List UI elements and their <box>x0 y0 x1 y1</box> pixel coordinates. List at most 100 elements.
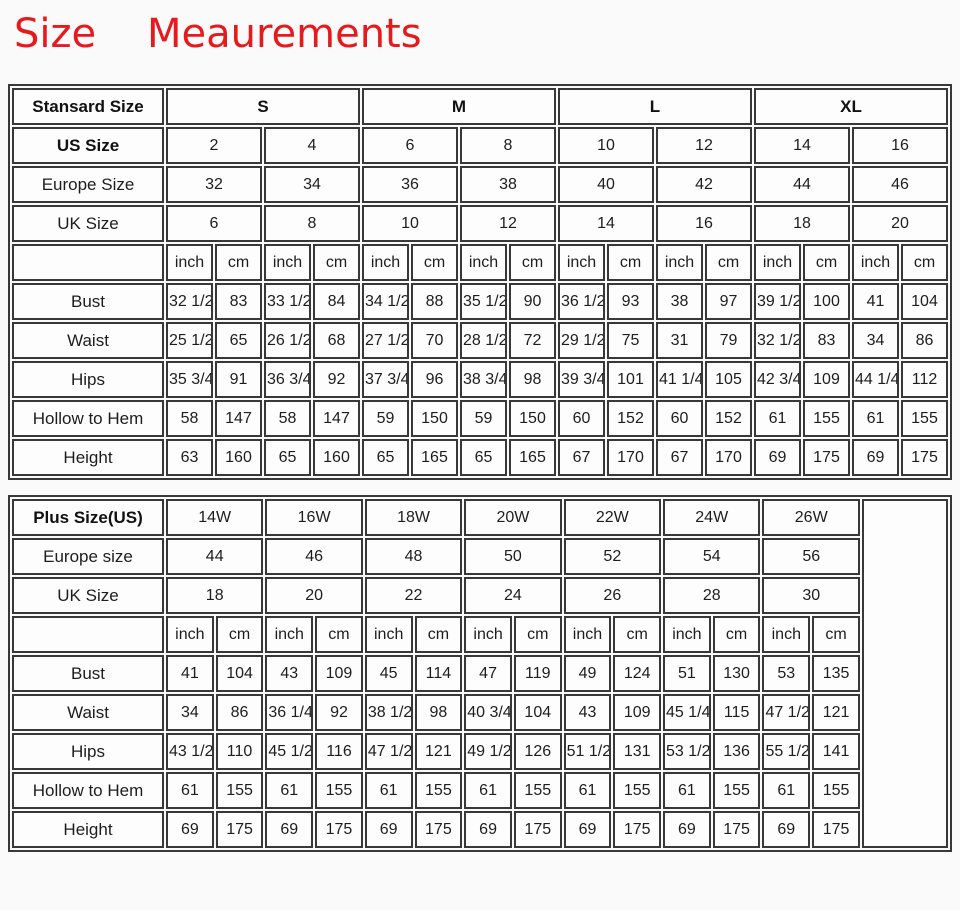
row-label: Hips <box>12 361 164 398</box>
cell: 150 <box>509 400 556 437</box>
cell: 92 <box>315 694 363 731</box>
cell: 59 <box>460 400 507 437</box>
cell: 155 <box>712 772 761 809</box>
cell: 18 <box>754 205 850 242</box>
cell: 93 <box>607 283 654 320</box>
row-label <box>12 244 164 281</box>
cell: 96 <box>411 361 458 398</box>
cell: 155 <box>513 772 562 809</box>
cell: 33 1/2 <box>264 283 311 320</box>
cell: 47 1/2 <box>762 694 811 731</box>
cell: 61 <box>852 400 899 437</box>
cell: 10 <box>558 127 654 164</box>
cell: 101 <box>607 361 654 398</box>
cell: 44 <box>166 538 264 575</box>
cell: 61 <box>464 772 512 809</box>
row-label: Waist <box>12 322 164 359</box>
cell: 105 <box>705 361 752 398</box>
cell: 42 <box>656 166 752 203</box>
cell: 44 1/4 <box>852 361 899 398</box>
cell: 46 <box>265 538 363 575</box>
table-row: Hollow to Hem 58 147 58 147 59 150 59 150 60 152 60… <box>12 400 948 437</box>
cell: 25 1/2 <box>166 322 213 359</box>
cell: 175 <box>712 811 761 848</box>
row-label: Hollow to Hem <box>12 772 164 809</box>
cell: 38 <box>656 283 703 320</box>
size-charts: Stansard Size S M L XL US Size 2 4 6 8 10 12 14 16 Eur… <box>8 84 960 852</box>
cell: 65 <box>264 439 311 476</box>
cell: 79 <box>705 322 752 359</box>
cell: 69 <box>852 439 899 476</box>
cell: 35 3/4 <box>166 361 213 398</box>
cell: 10 <box>362 205 458 242</box>
cell: 175 <box>613 811 662 848</box>
table-row: UK Size 18 20 22 24 26 28 30 <box>12 577 948 614</box>
cell: 175 <box>414 811 463 848</box>
cell: 29 1/2 <box>558 322 605 359</box>
cell: L <box>558 88 752 125</box>
cell: 61 <box>563 772 612 809</box>
cell: 16W <box>265 499 363 536</box>
cell: 68 <box>313 322 360 359</box>
cell: inch <box>464 616 512 653</box>
cell: 43 1/2 <box>166 733 214 770</box>
cell: 16 <box>656 205 752 242</box>
row-label: Hips <box>12 733 164 770</box>
page-title: Size Meaurements <box>14 11 422 57</box>
cell: 114 <box>414 655 463 692</box>
cell: 170 <box>705 439 752 476</box>
cell: 36 <box>362 166 458 203</box>
cell: 135 <box>812 655 860 692</box>
cell: cm <box>215 616 264 653</box>
cell: 112 <box>901 361 948 398</box>
cell: 18 <box>166 577 264 614</box>
cell: 147 <box>215 400 262 437</box>
cell: 109 <box>613 694 662 731</box>
cell: 60 <box>656 400 703 437</box>
cell: 160 <box>215 439 262 476</box>
cell: 52 <box>563 538 662 575</box>
cell: 155 <box>901 400 948 437</box>
cell: 37 3/4 <box>362 361 409 398</box>
cell: inch <box>558 244 605 281</box>
cell: 14 <box>558 205 654 242</box>
cell: 69 <box>563 811 612 848</box>
cell: 18W <box>364 499 463 536</box>
cell: M <box>362 88 556 125</box>
cell: 155 <box>613 772 662 809</box>
cell: 160 <box>313 439 360 476</box>
cell: 155 <box>315 772 363 809</box>
cell: 63 <box>166 439 213 476</box>
cell: 40 3/4 <box>464 694 512 731</box>
plus-size-table: Plus Size(US) 14W 16W 18W 20W 22W 24W 26W Europe… <box>8 495 952 852</box>
cell: 12 <box>656 127 752 164</box>
cell: cm <box>613 616 662 653</box>
cell: 34 <box>852 322 899 359</box>
cell: 65 <box>215 322 262 359</box>
cell: 150 <box>411 400 458 437</box>
cell: 28 <box>663 577 761 614</box>
cell: 47 1/2 <box>364 733 413 770</box>
cell: cm <box>712 616 761 653</box>
cell: 34 1/2 <box>362 283 409 320</box>
cell: 39 3/4 <box>558 361 605 398</box>
cell: 47 <box>464 655 512 692</box>
cell: 61 <box>265 772 314 809</box>
cell: 4 <box>264 127 360 164</box>
cell: 43 <box>563 694 612 731</box>
cell: 58 <box>264 400 311 437</box>
cell: 41 1/4 <box>656 361 703 398</box>
cell: 69 <box>265 811 314 848</box>
table-row: Waist 25 1/2 65 26 1/2 68 27 1/2 70 28 1/2 72 29 … <box>12 322 948 359</box>
cell: 6 <box>362 127 458 164</box>
row-label: Stansard Size <box>12 88 164 125</box>
cell: 54 <box>663 538 761 575</box>
row-label: Plus Size(US) <box>12 499 164 536</box>
cell: inch <box>362 244 409 281</box>
cell: 97 <box>705 283 752 320</box>
cell: 116 <box>315 733 363 770</box>
cell: 175 <box>315 811 363 848</box>
cell: 61 <box>166 772 214 809</box>
cell: 45 1/2 <box>265 733 314 770</box>
cell: 49 1/2 <box>464 733 512 770</box>
